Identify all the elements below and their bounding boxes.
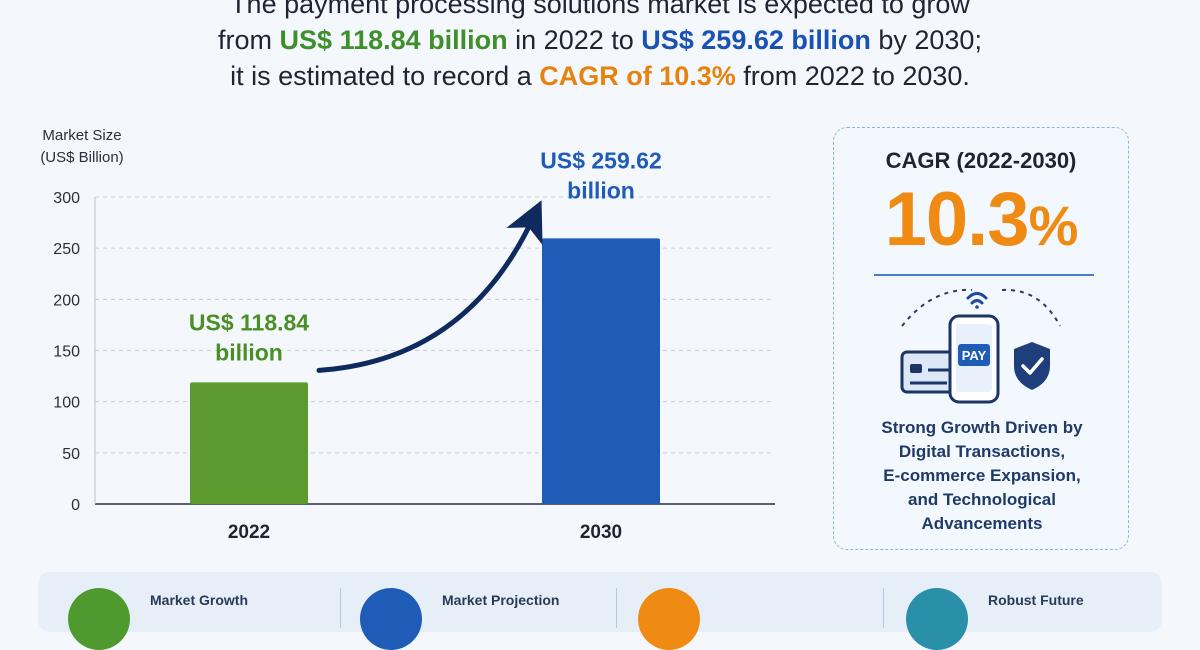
headline-text: it is estimated to record a [230,61,540,91]
headline-value-2030: US$ 259.62 billion [641,25,871,55]
cagr-description: Strong Growth Driven by Digital Transact… [854,416,1110,536]
shield-check-icon [1014,342,1050,390]
strip-divider [616,588,617,628]
y-tick-label: 300 [53,190,80,207]
cagr-card: CAGR (2022-2030) 10.3% PAY Strong Growth… [833,127,1129,550]
strip-label: Market Projection [442,592,560,608]
cagr-percent: % [1028,194,1079,257]
robust-future-icon [906,588,968,650]
strip-divider [340,588,341,628]
data-labels: US$ 118.84 billion US$ 259.62 billion [189,147,662,365]
market-projection-icon [360,588,422,650]
y-axis-title-line-2: (US$ Billion) [40,149,123,166]
y-tick-label: 150 [53,344,80,361]
cagr-divider [874,274,1094,276]
headline-cagr: CAGR of 10.3% [539,61,736,91]
strip-label: Robust Future [988,592,1084,608]
category-labels: 2022 2030 [228,522,622,543]
headline-text: from 2022 to 2030. [735,61,970,91]
cagr-description-line: Strong Growth Driven by [881,418,1083,437]
cagr-title: CAGR (2022-2030) [885,148,1077,173]
y-tick-label: 100 [53,395,80,412]
y-axis-ticks: 0 50 100 150 200 250 300 [53,190,80,514]
x-tick-label-2030: 2030 [580,522,622,543]
bars [190,238,660,504]
y-tick-label: 0 [71,497,80,514]
x-tick-label-2022: 2022 [228,522,270,543]
cagr-description-line: Digital Transactions, [898,442,1066,461]
headline-line-1: The payment processing solutions market … [230,0,970,19]
cagr-description-line: Advancements [921,514,1043,533]
data-label-2030: US$ 259.62 [540,147,661,173]
dashed-arc-right [1001,288,1061,327]
y-tick-label: 50 [62,446,80,463]
data-label-2030-unit: billion [567,177,635,203]
dashed-arc-left [901,288,973,327]
credit-card-icon [900,350,964,394]
cagr-description-line: E-commerce Expansion, [883,466,1081,485]
growth-arrow [316,200,543,373]
headline-line-2: from US$ 118.84 billion in 2022 to US$ 2… [0,22,1200,58]
strip-divider [883,588,884,628]
wifi-icon [966,292,988,309]
cagr-description-line: and Technological [908,490,1056,509]
headline: The payment processing solutions market … [0,0,1200,94]
y-axis-title-line-1: Market Size [42,127,121,144]
y-tick-label: 250 [53,241,80,258]
market-growth-icon [68,588,130,650]
highlights-strip: Market Growth Market Projection Robust F… [38,572,1162,650]
bar-2030 [542,238,660,504]
cagr-icon [638,588,700,650]
headline-text: by 2030; [870,25,982,55]
cagr-value: 10.3% [834,176,1128,263]
y-tick-label: 200 [53,292,80,309]
data-label-2022-unit: billion [215,339,283,365]
headline-value-2022: US$ 118.84 billion [279,25,508,55]
headline-line-3: it is estimated to record a CAGR of 10.3… [0,58,1200,94]
headline-text: from [218,25,280,55]
smartphone-icon: PAY [948,314,1000,404]
payment-illustration: PAY [900,288,1061,404]
bar-2022 [190,382,308,504]
cagr-number: 10.3 [884,177,1030,262]
strip-label: Market Growth [150,592,249,608]
pay-label: PAY [962,348,987,363]
data-label-2022: US$ 118.84 [189,309,309,335]
headline-text: in 2022 to [507,25,642,55]
market-size-bar-chart: Market Size (US$ Billion) 0 50 100 150 200 25… [40,127,775,543]
